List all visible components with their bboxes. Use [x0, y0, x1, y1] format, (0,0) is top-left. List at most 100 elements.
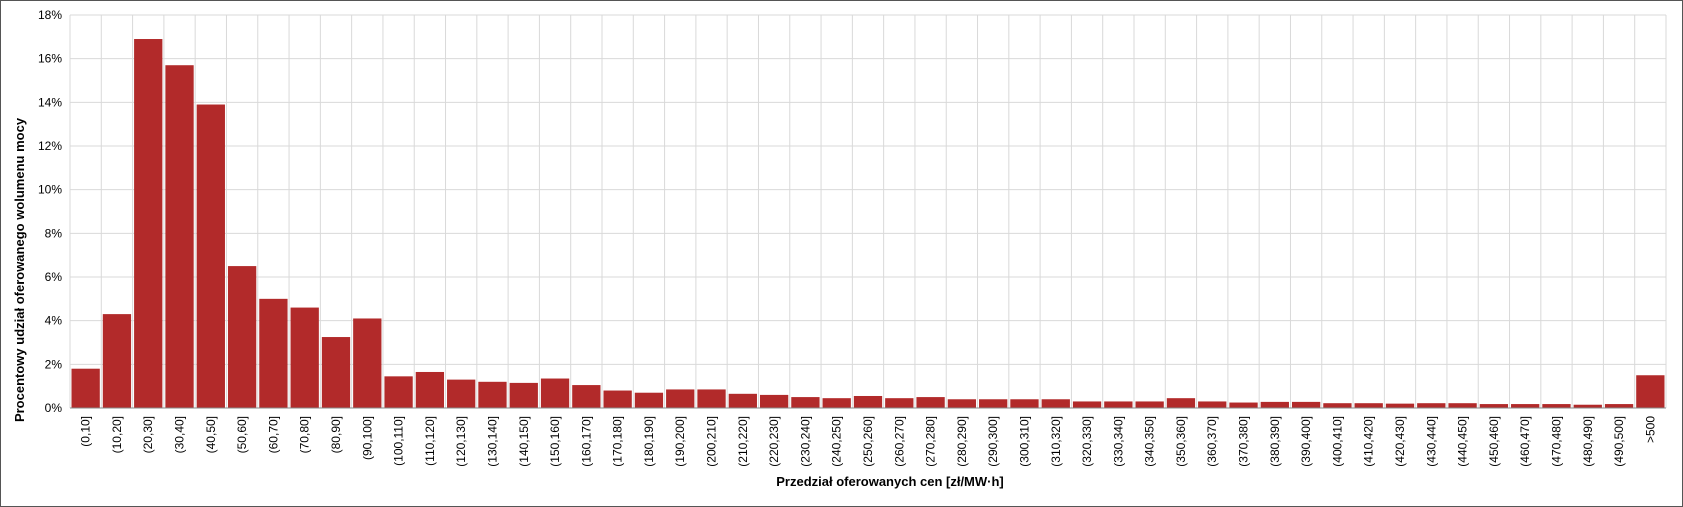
bar — [290, 307, 319, 408]
bar — [1385, 403, 1415, 408]
bar — [71, 368, 100, 408]
bar — [1010, 399, 1039, 408]
bar — [1354, 403, 1383, 408]
bar — [321, 337, 351, 408]
x-tick-label: (320,330] — [1080, 416, 1094, 467]
x-tick-label: >500 — [1643, 416, 1657, 443]
x-tick-label: (290,300] — [986, 416, 1000, 467]
y-tick-label: 10% — [38, 183, 62, 197]
x-tick-label: (200,210] — [705, 416, 719, 467]
bar — [540, 378, 570, 408]
bar — [1104, 401, 1133, 408]
bar — [1260, 401, 1289, 408]
x-tick-label: (20,30] — [141, 416, 155, 453]
x-tick-label: (150,160] — [548, 416, 562, 467]
x-tick-label: (170,180] — [611, 416, 625, 467]
x-tick-label: (480,490] — [1581, 416, 1595, 467]
x-tick-label: (240,250] — [830, 416, 844, 467]
x-tick-label: (440,450] — [1456, 416, 1470, 467]
bar — [572, 385, 601, 408]
bar — [666, 389, 695, 408]
bar — [1511, 404, 1540, 408]
x-tick-label: (70,80] — [298, 416, 312, 453]
bar — [634, 392, 664, 408]
x-tick-label: (350,360] — [1174, 416, 1188, 467]
x-tick-label: (50,60] — [235, 416, 249, 453]
x-tick-label: (360,370] — [1205, 416, 1219, 467]
bar — [916, 397, 945, 408]
x-tick-label: (60,70] — [266, 416, 280, 453]
x-tick-label: (420,430] — [1393, 416, 1407, 467]
bar — [384, 376, 413, 408]
bar — [1041, 399, 1070, 408]
x-tick-label: (40,50] — [204, 416, 218, 453]
x-tick-label: (210,220] — [736, 416, 750, 467]
x-tick-label: (380,390] — [1268, 416, 1282, 467]
x-tick-label: (460,470] — [1518, 416, 1532, 467]
x-tick-label: (410,420] — [1362, 416, 1376, 467]
x-tick-label: (340,350] — [1143, 416, 1157, 467]
bar — [259, 298, 288, 408]
x-tick-label: (370,380] — [1237, 416, 1251, 467]
x-tick-label: (30,40] — [173, 416, 187, 453]
bar — [822, 398, 851, 408]
bar — [1573, 404, 1602, 408]
bar — [1542, 404, 1571, 408]
x-tick-label: (450,460] — [1487, 416, 1501, 467]
x-tick-label: (100,110] — [392, 416, 406, 466]
x-tick-label: (90,100] — [360, 416, 374, 460]
x-axis-title: Przedział oferowanych cen [zł/MW·h] — [776, 474, 1004, 489]
bar — [509, 382, 538, 408]
x-tick-label: (0,10] — [79, 416, 93, 447]
y-tick-label: 8% — [45, 226, 63, 240]
bar — [1135, 401, 1164, 408]
bar — [697, 389, 726, 408]
bar — [353, 318, 382, 408]
bar — [1072, 401, 1102, 408]
bar — [885, 398, 914, 408]
x-tick-label: (160,170] — [579, 416, 593, 467]
x-tick-label: (190,200] — [673, 416, 687, 467]
x-tick-label: (260,270] — [892, 416, 906, 467]
y-tick-label: 14% — [38, 95, 62, 109]
bar — [1417, 403, 1446, 408]
bar — [1229, 402, 1258, 408]
bar — [165, 65, 194, 408]
x-tick-label: (140,150] — [517, 416, 531, 467]
bar — [947, 399, 977, 408]
x-tick-label: (230,240] — [798, 416, 812, 467]
x-tick-label: (120,130] — [454, 416, 468, 467]
x-tick-label: (490,500] — [1612, 416, 1626, 467]
y-axis-tick-labels: 0% 2% 4% 6% 8% 10% 12% 14% 16% 18% — [38, 8, 62, 415]
x-tick-label: (300,310] — [1017, 416, 1031, 467]
x-tick-label: (250,260] — [861, 416, 875, 467]
x-tick-label: (220,230] — [767, 416, 781, 467]
y-tick-label: 12% — [38, 139, 62, 153]
bar — [603, 390, 632, 408]
x-tick-label: (430,440] — [1424, 416, 1438, 467]
y-tick-label: 16% — [38, 52, 62, 66]
bar — [227, 266, 257, 408]
x-tick-label: (280,290] — [955, 416, 969, 467]
x-tick-label: (10,20] — [110, 416, 124, 453]
bar — [1291, 401, 1321, 408]
bar — [478, 381, 507, 408]
x-tick-label: (130,140] — [485, 416, 499, 467]
x-tick-label: (110,120] — [423, 416, 437, 466]
y-axis-title: Procentowy udział oferowanego wolumenu m… — [12, 117, 27, 422]
bar — [1604, 404, 1634, 408]
x-tick-label: (270,280] — [924, 416, 938, 467]
bar — [728, 393, 757, 408]
bar — [134, 39, 163, 409]
bar — [1448, 403, 1477, 408]
x-tick-label: (180,190] — [642, 416, 656, 467]
x-axis-tick-labels: (0,10] (10,20] (20,30] (30,40] (40,50] (50,60… — [79, 416, 1658, 467]
bar — [447, 379, 476, 408]
x-tick-label: (470,480] — [1549, 416, 1563, 467]
x-tick-label: (390,400] — [1299, 416, 1313, 467]
x-tick-label: (400,410] — [1330, 416, 1344, 467]
y-tick-label: 6% — [45, 270, 63, 284]
x-tick-label: (310,320] — [1049, 416, 1063, 467]
